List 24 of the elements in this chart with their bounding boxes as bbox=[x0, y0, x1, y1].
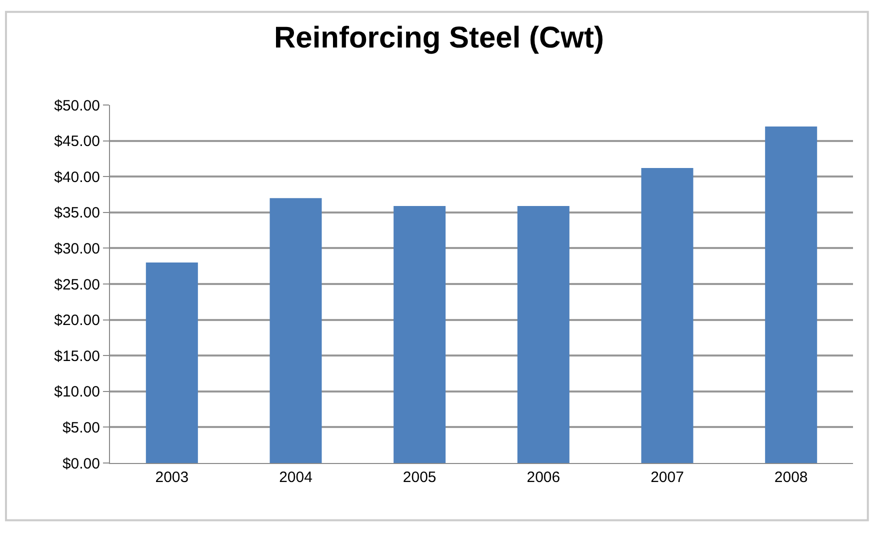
y-tick-label: $20.00 bbox=[54, 312, 100, 330]
y-tick-label: $50.00 bbox=[54, 97, 100, 114]
y-tick-label: $25.00 bbox=[54, 276, 100, 294]
y-tick-label: $30.00 bbox=[54, 240, 100, 258]
x-tick-label: 2006 bbox=[526, 469, 560, 486]
y-tick-label: $15.00 bbox=[54, 348, 100, 365]
y-tick-label: $10.00 bbox=[54, 384, 100, 401]
bar bbox=[394, 206, 446, 463]
bar bbox=[765, 126, 818, 463]
y-tick-label: $5.00 bbox=[62, 419, 100, 436]
x-tick-label: 2004 bbox=[279, 469, 312, 486]
bar bbox=[517, 206, 570, 463]
chart-title: Reinforcing Steel (Cwt) bbox=[274, 22, 604, 55]
y-tick-label: $35.00 bbox=[54, 204, 100, 222]
bar bbox=[641, 168, 694, 463]
x-tick-label: 2005 bbox=[402, 469, 436, 486]
y-tick-label: $40.00 bbox=[54, 168, 100, 186]
y-tick-label: $0.00 bbox=[62, 455, 100, 472]
x-tick-label: 2008 bbox=[774, 469, 808, 486]
y-tick-label: $45.00 bbox=[54, 133, 100, 150]
bar bbox=[146, 262, 198, 463]
x-tick-label: 2003 bbox=[155, 469, 189, 486]
bar bbox=[270, 198, 322, 463]
x-tick-label: 2007 bbox=[650, 469, 684, 486]
